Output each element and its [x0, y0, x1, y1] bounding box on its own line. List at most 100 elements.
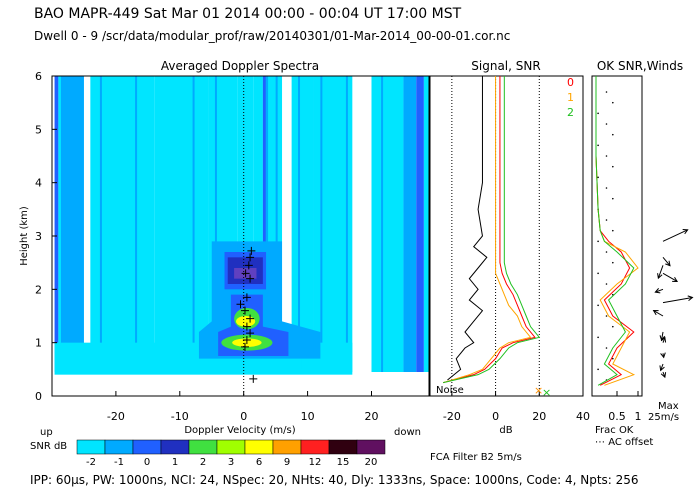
colorbar-cell-1 [104, 439, 134, 455]
y-tick-label-6: 6 [35, 70, 42, 83]
spectra-band-14 [423, 76, 429, 372]
y-tick-label-5: 5 [35, 123, 42, 136]
height-y-ticks: 0 1 2 3 4 5 6 [35, 70, 57, 403]
colorbar-tick-4: 2 [200, 457, 206, 468]
ac-dot-18 [605, 187, 608, 189]
footer-parameters: IPP: 60μs, PW: 1000ns, NCI: 24, NSpec: 2… [30, 473, 639, 487]
doppler-spectra-title: Averaged Doppler Spectra [161, 59, 319, 73]
snr-line-noise [447, 76, 488, 381]
max-value: 25m/s [648, 412, 679, 423]
header-line-1: BAO MAPR-449 Sat Mar 01 2014 00:00 - 00:… [34, 6, 462, 22]
x-tick-label-0: -20 [107, 410, 125, 423]
wind-arrow-shaft-1 [662, 257, 671, 266]
snr-line-2 [443, 76, 541, 384]
x-tick-label-3: 10 [301, 410, 315, 423]
colorbar-tick-9: 15 [337, 457, 350, 468]
spectra-stripe-4 [214, 76, 217, 372]
colorbar-cell-2 [132, 439, 162, 455]
peak-marker-12 [246, 253, 255, 262]
wind-arrow-head-11 [660, 372, 667, 379]
y-tick-label-4: 4 [35, 177, 42, 190]
spectra-band-12 [403, 76, 417, 372]
wind-arrow-1 [662, 257, 671, 267]
x-tick-label-4: 20 [364, 410, 378, 423]
snr-line-0 [442, 76, 536, 384]
spectra-band-7 [253, 76, 263, 372]
wind-arrow-shaft-2 [657, 265, 664, 279]
wind-arrow-head-5 [687, 295, 694, 301]
ac-dot-26 [612, 101, 614, 104]
wind-arrow-head-3 [672, 276, 679, 283]
x-tick-label-2: 0 [240, 410, 247, 423]
colorbar-cell-8 [300, 439, 330, 455]
colorbar-cell-0 [76, 439, 106, 455]
wind-arrow-head-10 [659, 365, 665, 372]
wind-arrow-9 [660, 352, 666, 359]
wind-arrow-head-6 [652, 310, 659, 316]
filter-label: FCA Filter B2 5m/s [430, 452, 522, 463]
wind-arrow-shaft-4 [655, 288, 664, 293]
colorbar-tick-0: -2 [86, 457, 96, 468]
doppler-spectra-heatmap [54, 76, 429, 375]
noise-label: Noise [436, 385, 464, 396]
snr-line-1 [442, 76, 532, 384]
wind-arrow-6 [652, 310, 664, 317]
wind-arrow-shaft-0 [662, 229, 688, 242]
ac-dot-2 [612, 357, 614, 360]
spectra-stripe-1 [99, 76, 102, 372]
doppler-x-label: Doppler Velocity (m/s) [184, 425, 295, 436]
signal-snr-legend: 0 1 2 [567, 76, 574, 119]
x-marker-green: × [542, 386, 551, 399]
snr-legend-2: 2 [567, 106, 574, 119]
ac-dot-23 [612, 133, 614, 136]
frac-ok-x-ticks: 0.5 1 [608, 391, 642, 423]
frac-ok-line-2 [595, 76, 635, 386]
wind-arrow-2 [657, 265, 664, 280]
wind-arrow-head-1 [665, 260, 671, 267]
peak-marker-5 [246, 314, 255, 323]
spectra-band-4 [154, 76, 209, 372]
spectra-band-1 [58, 76, 62, 372]
colorbar-tick-6: 6 [256, 457, 262, 468]
colorbar-tick-7: 9 [284, 457, 290, 468]
spectra-stripe-6 [275, 76, 278, 372]
ac-dot-3 [605, 347, 608, 349]
frac-ok-label: Frac OK [595, 425, 634, 436]
peak-marker-13 [247, 246, 256, 255]
y-tick-label-3: 3 [35, 230, 42, 243]
spectra-stripe-9 [345, 76, 348, 372]
ac-dot-25 [597, 112, 599, 115]
wind-arrow-shaft-7 [661, 331, 664, 341]
header-line-2: Dwell 0 - 9 /scr/data/modular_prof/raw/2… [34, 29, 511, 43]
ok-snr-winds-panel: 0.5 1 OK SNR,Winds Frac OK ⋯ AC offset Ma… [430, 59, 694, 463]
colorbar-cell-4 [188, 439, 218, 455]
wind-arrow-head-8 [660, 336, 667, 343]
ac-dot-12 [605, 251, 608, 253]
spectral-peak-markers [236, 246, 258, 383]
ac-dot-21 [605, 155, 608, 157]
spectra-band-9 [291, 76, 314, 372]
frac-x-tick-label-0: 0.5 [608, 410, 626, 423]
colorbar-cell-9 [328, 439, 358, 455]
colorbar-cell-7 [272, 439, 302, 455]
max-label: Max [658, 401, 679, 412]
signal-snr-x-ticks: -20 0 20 40 [443, 391, 590, 423]
ac-dot-20 [612, 165, 614, 168]
x-marker-orange: × [534, 384, 543, 397]
ac-dot-5 [612, 325, 614, 328]
colorbar-tick-5: 3 [228, 457, 234, 468]
peak-marker-9 [246, 274, 255, 283]
ac-dot-13 [597, 240, 599, 243]
signal-snr-title: Signal, SNR [471, 59, 540, 73]
colorbar-cell-5 [216, 439, 246, 455]
snr-x-tick-label-0: -20 [443, 410, 461, 423]
peak-marker-4 [242, 322, 251, 331]
y-tick-label-0: 0 [35, 390, 42, 403]
peak-marker-0 [249, 374, 258, 383]
colorbar-tick-2: 0 [144, 457, 150, 468]
spectra-band-2 [60, 76, 84, 372]
spectra-stripe-10 [381, 76, 384, 372]
peak-marker-1 [240, 342, 249, 351]
spectra-stripe-7 [298, 76, 301, 372]
wind-arrow-shaft-5 [662, 296, 693, 304]
